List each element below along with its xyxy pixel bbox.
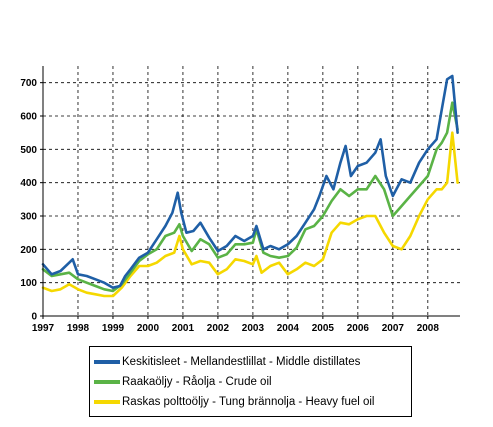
x-tick-label: 1997 (32, 323, 55, 334)
legend-swatch-crude-oil (94, 380, 120, 384)
x-tick-label: 1999 (102, 323, 125, 334)
legend-swatch-middle-distillates (94, 360, 120, 364)
y-tick-label: 500 (20, 145, 37, 156)
plot-background (43, 66, 460, 316)
x-tick-label: 2002 (207, 323, 230, 334)
x-tick-label: 1998 (67, 323, 90, 334)
y-tick-label: 300 (20, 212, 37, 223)
x-tick-label: 2004 (277, 323, 300, 334)
y-tick-label: 100 (20, 278, 37, 289)
series-lines (41, 74, 459, 298)
y-tick-labels: 0 100 200 300 400 500 600 700 (20, 78, 43, 323)
y-tick-label: 700 (20, 78, 37, 89)
legend-swatch-heavy-fuel-oil (94, 400, 120, 404)
legend-label-heavy-fuel-oil: Raskas polttoöljy - Tung brännolja - Hea… (122, 396, 375, 408)
x-tick-label: 2006 (347, 323, 370, 334)
x-tick-label: 2005 (312, 323, 335, 334)
x-tick-label: 2003 (242, 323, 265, 334)
legend-label-crude-oil: Raakaöljy - Råolja - Crude oil (122, 376, 272, 388)
y-tick-label: 0 (31, 312, 37, 323)
legend: Keskitisleet - Mellandestlillat - Middle… (89, 346, 412, 417)
x-tick-label: 2007 (382, 323, 405, 334)
y-tick-label: 600 (20, 112, 37, 123)
legend-label-middle-distillates: Keskitisleet - Mellandestlillat - Middle… (122, 356, 361, 368)
y-tick-label: 400 (20, 178, 37, 189)
series-line-middle-distillates (41, 74, 459, 290)
x-tick-label: 2001 (172, 323, 195, 334)
x-tick-label: 2000 (137, 323, 160, 334)
series-line-heavy-fuel-oil (41, 131, 459, 298)
x-tick-labels: 1997 1998 1999 2000 2001 2002 2003 2004 2005 2006… (32, 316, 440, 334)
x-tick-label: 2008 (417, 323, 440, 334)
legend-item-heavy-fuel-oil: Raskas polttoöljy - Tung brännolja - Hea… (94, 393, 375, 411)
legend-item-crude-oil: Raakaöljy - Råolja - Crude oil (94, 373, 272, 391)
legend-item-middle-distillates: Keskitisleet - Mellandestlillat - Middle… (94, 353, 360, 371)
y-tick-label: 200 (20, 245, 37, 256)
